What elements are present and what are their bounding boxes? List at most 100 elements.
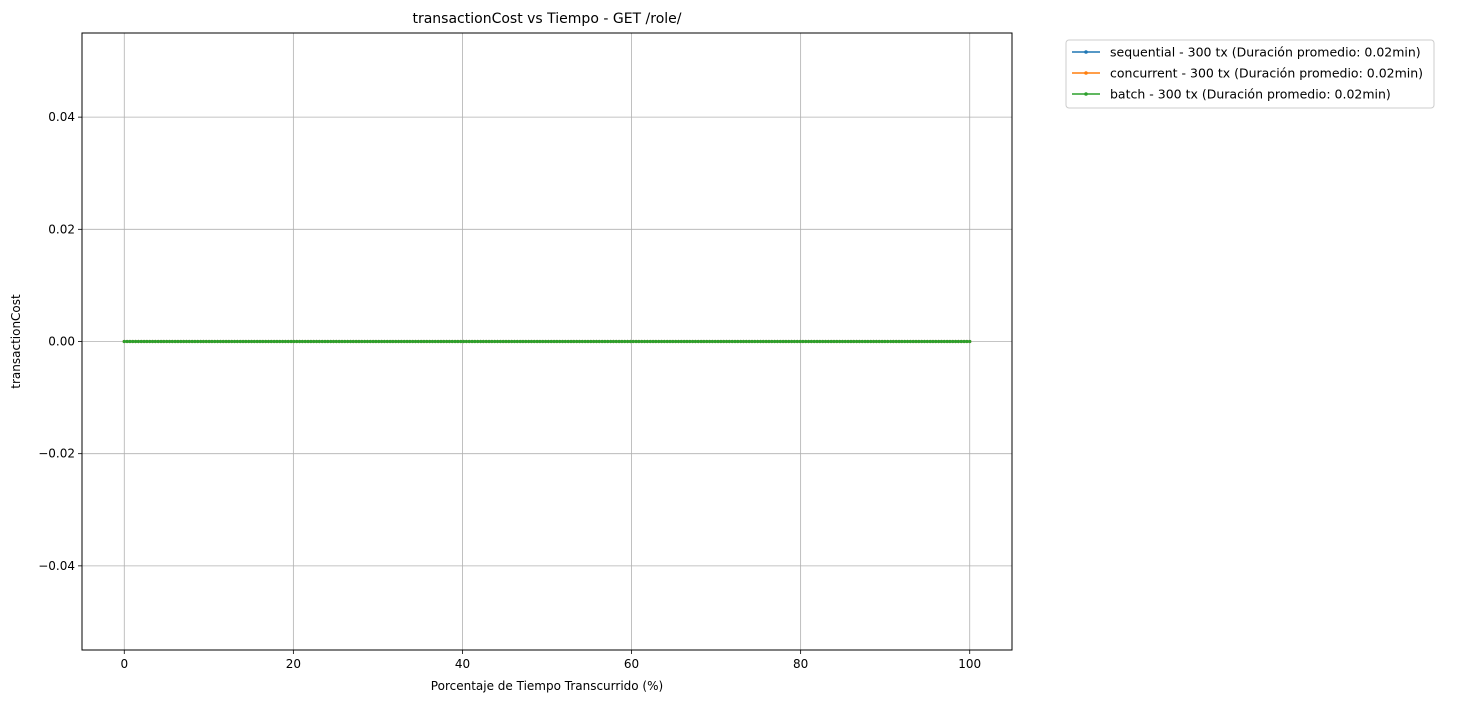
data-point [866, 339, 870, 344]
data-point [922, 339, 927, 344]
data-point [303, 339, 307, 344]
data-point [716, 339, 720, 344]
data-point [821, 339, 825, 344]
data-point [346, 339, 350, 344]
data-point [586, 339, 590, 344]
data-point [931, 339, 935, 344]
data-point [498, 339, 502, 344]
data-point [846, 339, 850, 344]
data-point [289, 339, 293, 344]
data-point [320, 339, 324, 344]
data-point [379, 339, 384, 344]
data-point [162, 339, 166, 344]
data-point [312, 339, 316, 344]
data-point [968, 339, 972, 344]
data-point [371, 339, 375, 344]
data-point [518, 339, 522, 344]
data-point [128, 339, 132, 344]
data-point [665, 339, 669, 344]
data-point [691, 339, 695, 344]
data-point [838, 339, 842, 344]
data-point [527, 339, 531, 344]
data-point [736, 339, 740, 344]
data-point [869, 339, 873, 344]
data-point [199, 339, 203, 344]
data-point [258, 339, 262, 344]
legend: sequential - 300 tx (Duración promedio: … [1065, 39, 1435, 109]
data-point [696, 339, 700, 344]
data-point [555, 339, 559, 344]
data-point [487, 339, 491, 344]
data-point [563, 339, 567, 344]
data-point [767, 339, 771, 344]
data-point [900, 339, 904, 344]
legend-box [1065, 39, 1435, 109]
data-point [495, 339, 500, 344]
data-point [546, 339, 551, 344]
x-tick-label: 60 [624, 657, 639, 671]
data-point [213, 339, 217, 344]
data-point [244, 339, 248, 344]
data-point [956, 339, 961, 344]
y-tick-label: 0.04 [48, 110, 75, 124]
data-point [450, 339, 454, 344]
data-point [416, 339, 420, 344]
data-point [631, 339, 635, 344]
data-point [281, 339, 285, 344]
data-point [252, 339, 256, 344]
data-point [826, 339, 830, 344]
data-point [317, 339, 321, 344]
data-point [261, 339, 265, 344]
data-point [348, 339, 353, 344]
data-point [190, 339, 194, 344]
data-point [473, 339, 477, 344]
data-point [606, 339, 610, 344]
data-point [272, 339, 276, 344]
data-point [501, 339, 505, 344]
data-point [133, 339, 138, 344]
data-point [442, 339, 446, 344]
data-point [863, 339, 867, 344]
data-point [787, 339, 791, 344]
data-point [334, 339, 338, 344]
data-point [727, 339, 731, 344]
data-point [897, 339, 901, 344]
data-point [131, 339, 135, 344]
legend-label: batch - 300 tx (Duración promedio: 0.02m… [1110, 87, 1391, 102]
data-point [549, 339, 553, 344]
data-point [521, 339, 525, 344]
data-point [159, 339, 163, 344]
data-point [430, 339, 435, 344]
data-point [374, 339, 378, 344]
data-point [645, 339, 649, 344]
data-point [365, 339, 370, 344]
data-point [377, 339, 381, 344]
data-point [196, 339, 200, 344]
data-point [524, 339, 528, 344]
data-point [388, 339, 392, 344]
data-point [541, 339, 545, 344]
data-point [283, 339, 288, 344]
data-point [674, 339, 678, 344]
data-point [962, 339, 966, 344]
data-point [507, 339, 511, 344]
data-point [512, 339, 517, 344]
data-point [170, 339, 174, 344]
data-point [218, 339, 223, 344]
data-point [840, 339, 845, 344]
data-point [413, 339, 418, 344]
data-point [391, 339, 395, 344]
data-point [829, 339, 833, 344]
data-point [679, 339, 683, 344]
data-point [702, 339, 706, 344]
data-point [535, 339, 539, 344]
data-point [592, 339, 596, 344]
data-point [297, 339, 302, 344]
data-point [354, 339, 358, 344]
data-point [659, 339, 664, 344]
data-point [176, 339, 180, 344]
data-point [142, 339, 146, 344]
data-point [843, 339, 847, 344]
series-2 [122, 339, 972, 344]
